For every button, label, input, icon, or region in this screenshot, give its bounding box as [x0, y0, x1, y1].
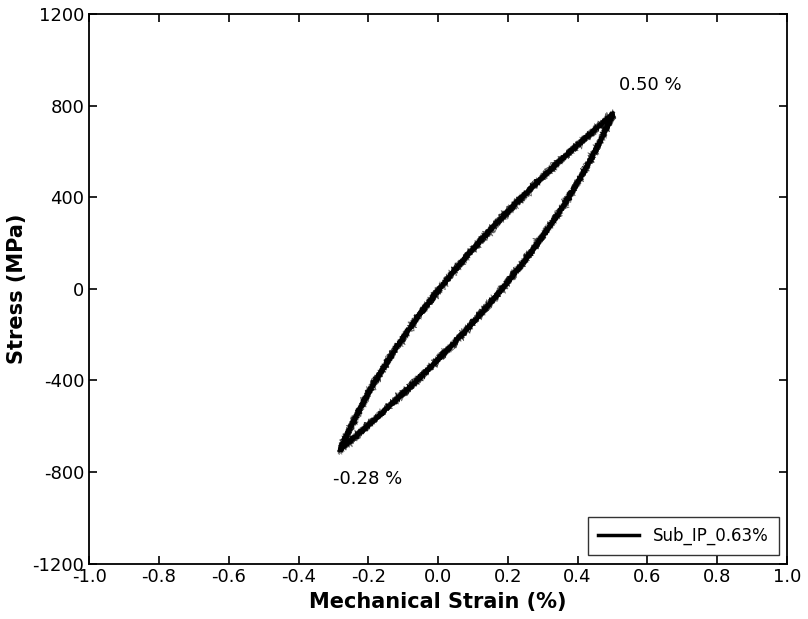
Y-axis label: Stress (MPa): Stress (MPa): [7, 214, 27, 364]
X-axis label: Mechanical Strain (%): Mechanical Strain (%): [309, 592, 566, 612]
Legend: Sub_IP_0.63%: Sub_IP_0.63%: [587, 517, 779, 555]
Text: 0.50 %: 0.50 %: [620, 76, 682, 94]
Text: -0.28 %: -0.28 %: [334, 470, 402, 488]
